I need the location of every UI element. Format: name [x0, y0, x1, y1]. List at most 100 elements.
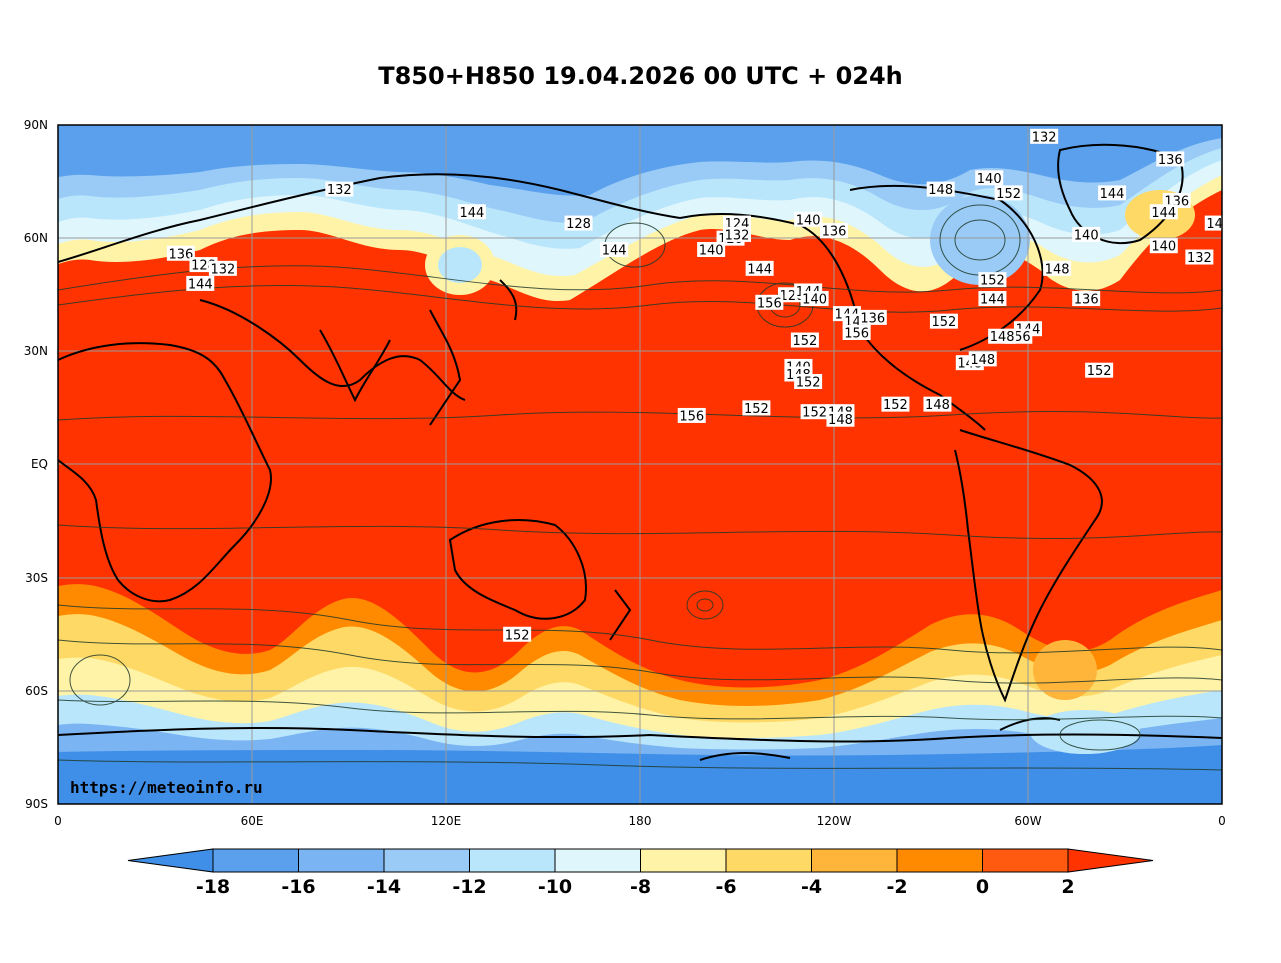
contour-label-bg [994, 185, 1023, 201]
contour-label: 132 [725, 228, 750, 243]
height-contours [58, 204, 1222, 771]
contour-label: 136 [860, 311, 885, 326]
contour-label: 144 [747, 262, 772, 277]
contour-label-bg [794, 211, 823, 227]
contour-label: 144 [980, 293, 1005, 308]
contour-label: 148 [990, 330, 1015, 345]
colorbar-cell [554, 848, 641, 873]
contour-label-bg [166, 245, 195, 261]
temperature-colorbar: -18 -16 -14 -12 -10 -8 -6 -4 -2 0 2 [127, 848, 1154, 898]
contour-label: 132 [1187, 251, 1212, 266]
lon-label: 60W [1014, 814, 1041, 828]
contour-label-bg [800, 404, 829, 420]
lat-label: 90S [25, 797, 48, 811]
colorbar-cell [640, 848, 727, 873]
contour-label: 140 [1151, 240, 1176, 255]
contour-label-bg [723, 215, 751, 231]
contour-label-bg [1030, 128, 1059, 144]
contour-label: 136 [822, 225, 847, 240]
contour-label: 132 [1032, 130, 1057, 145]
contour-label-bg [755, 294, 784, 310]
contour-label: 148 [928, 183, 953, 198]
contour-label-bg [723, 226, 751, 242]
colorbar-tick-label: -4 [801, 876, 822, 898]
lon-label: 120E [431, 814, 462, 828]
lat-label: 30N [24, 344, 48, 358]
contour-label: 156 [844, 326, 869, 341]
contour-label-bg [1072, 291, 1101, 307]
contour-label: 148 [970, 353, 995, 368]
contour-label: 136 [1158, 153, 1183, 168]
contour-label-bg [800, 291, 829, 307]
contour-label-bg [1043, 260, 1072, 276]
contour-label: 152 [505, 628, 530, 643]
contour-label: 152 [796, 376, 821, 391]
contour-label: 156 [679, 409, 704, 424]
lon-label: 0 [1218, 814, 1226, 828]
contour-label: 140 [977, 172, 1002, 187]
contour-label: 140 [1074, 228, 1099, 243]
contour-label-bg [820, 223, 848, 239]
longitude-axis: 0 60E 120E 180 120W 60W 0 [54, 814, 1226, 828]
contour-label: 136 [1074, 293, 1099, 308]
contour-label: 140 [796, 213, 821, 228]
contour-label-bg [881, 396, 910, 412]
contour-label-bg [742, 400, 771, 416]
contour-label: 152 [744, 402, 769, 417]
contour-label-bg [988, 328, 1017, 344]
contour-label: 144 [459, 206, 484, 221]
colorbar-tick-label: 2 [1061, 876, 1074, 898]
contour-label: 144 [188, 277, 213, 292]
colorbar-cell [383, 848, 470, 873]
contour-label: 140 [802, 293, 827, 308]
watermark-url: https://meteoinfo.ru [70, 778, 263, 797]
contour-label: 152 [792, 334, 817, 349]
contour-label: 140 [1206, 217, 1231, 232]
lon-label: 120W [817, 814, 852, 828]
contour-label: 152 [883, 398, 908, 413]
contour-label: 140 [699, 243, 724, 258]
contour-label-bg [1072, 226, 1101, 242]
contour-label-bg [457, 204, 486, 220]
contour-label: 148 [828, 413, 853, 428]
colorbar-tick-label: -6 [715, 876, 736, 898]
contour-label-bg [564, 215, 593, 231]
lat-label: EQ [31, 457, 48, 471]
latitude-axis: 90N 60N 30N EQ 30S 60S 90S [24, 118, 48, 811]
contour-label-bg [1156, 151, 1185, 167]
contour-label-bg [1185, 249, 1214, 265]
contour-label-bg [186, 275, 215, 291]
contour-label-bg [842, 324, 871, 340]
lat-label: 30S [25, 571, 48, 585]
contour-label-bg [745, 260, 774, 276]
colorbar-tick-label: 0 [976, 876, 989, 898]
colorbar-cell [896, 848, 983, 873]
map-title: T850+H850 19.04.2026 00 UTC + 024h [378, 62, 903, 90]
contour-label-bg [1085, 362, 1114, 378]
colorbar-tick-label: -2 [886, 876, 907, 898]
contour-label: 152 [932, 315, 957, 330]
contour-label-bg [1162, 192, 1191, 208]
contour-label: 132 [210, 262, 235, 277]
contour-label-bg [1149, 204, 1178, 220]
contour-label-bg [1149, 238, 1178, 254]
contour-label-bg [975, 170, 1004, 186]
contour-label-bg [790, 332, 819, 348]
contour-label-bg [929, 313, 958, 329]
colorbar-cell [811, 848, 898, 873]
contour-label-bg [697, 241, 726, 257]
colorbar-cell [298, 848, 385, 873]
contour-label-bg [677, 407, 706, 423]
contour-label: 136 [168, 247, 193, 262]
contour-label-bg [503, 626, 532, 642]
contour-label: 152 [980, 274, 1005, 289]
colorbar-cell [212, 848, 299, 873]
contour-label-bg [978, 291, 1007, 307]
contour-label-bg [794, 374, 823, 390]
contour-label: 156 [757, 296, 782, 311]
contour-label: 148 [925, 398, 950, 413]
contour-label: 148 [1045, 262, 1070, 277]
lon-label: 180 [629, 814, 652, 828]
